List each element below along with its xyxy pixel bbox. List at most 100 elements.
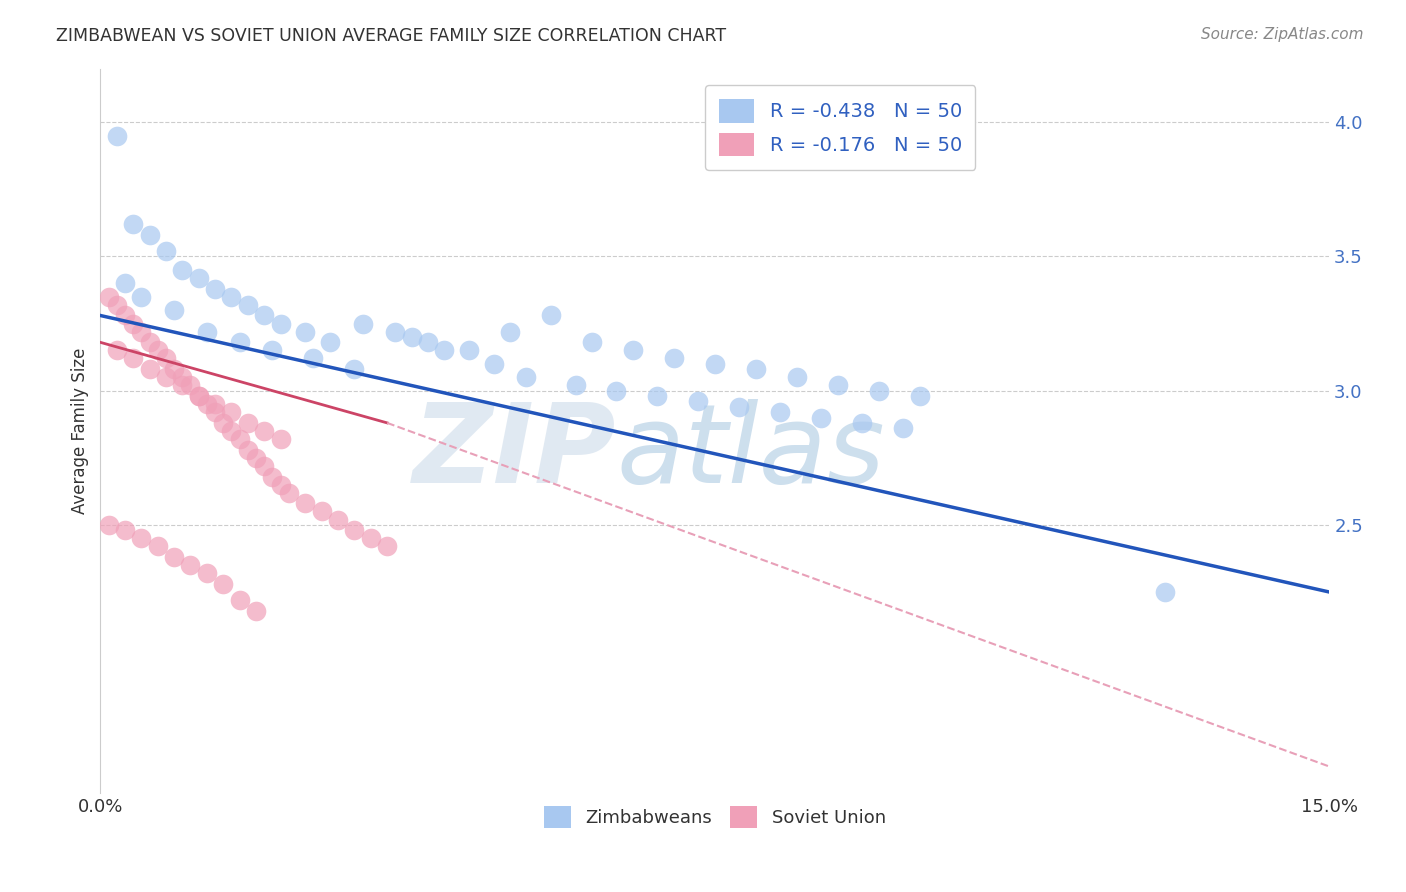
Point <box>728 400 751 414</box>
Point <box>228 432 250 446</box>
Point <box>155 244 177 258</box>
Point <box>212 577 235 591</box>
Point <box>769 405 792 419</box>
Point <box>179 378 201 392</box>
Point <box>105 128 128 143</box>
Point <box>221 424 243 438</box>
Point <box>745 362 768 376</box>
Point <box>131 290 153 304</box>
Point <box>122 317 145 331</box>
Point <box>114 277 136 291</box>
Point <box>851 416 873 430</box>
Point <box>294 325 316 339</box>
Point <box>270 432 292 446</box>
Point <box>163 303 186 318</box>
Point <box>204 397 226 411</box>
Point <box>228 335 250 350</box>
Point <box>868 384 890 398</box>
Point <box>262 469 284 483</box>
Point <box>827 378 849 392</box>
Point <box>352 317 374 331</box>
Point <box>236 416 259 430</box>
Point <box>1154 585 1177 599</box>
Point <box>236 442 259 457</box>
Point <box>262 343 284 358</box>
Point <box>187 389 209 403</box>
Point <box>228 593 250 607</box>
Point <box>187 271 209 285</box>
Point <box>277 485 299 500</box>
Point <box>245 604 267 618</box>
Point <box>384 325 406 339</box>
Point <box>195 397 218 411</box>
Point <box>515 370 537 384</box>
Point <box>302 351 325 366</box>
Point <box>326 512 349 526</box>
Point <box>343 523 366 537</box>
Point <box>433 343 456 358</box>
Point <box>343 362 366 376</box>
Point <box>195 566 218 581</box>
Point <box>122 351 145 366</box>
Point <box>270 317 292 331</box>
Point <box>138 335 160 350</box>
Point <box>204 405 226 419</box>
Point <box>105 343 128 358</box>
Point <box>172 370 194 384</box>
Text: atlas: atlas <box>616 400 886 506</box>
Point <box>195 325 218 339</box>
Point <box>416 335 439 350</box>
Point <box>236 298 259 312</box>
Text: ZIP: ZIP <box>413 400 616 506</box>
Point <box>621 343 644 358</box>
Point <box>114 523 136 537</box>
Text: ZIMBABWEAN VS SOVIET UNION AVERAGE FAMILY SIZE CORRELATION CHART: ZIMBABWEAN VS SOVIET UNION AVERAGE FAMIL… <box>56 27 727 45</box>
Point <box>540 309 562 323</box>
Point <box>482 357 505 371</box>
Point <box>662 351 685 366</box>
Point <box>97 517 120 532</box>
Point <box>319 335 342 350</box>
Point <box>97 290 120 304</box>
Point <box>647 389 669 403</box>
Point <box>311 504 333 518</box>
Point <box>146 540 169 554</box>
Point <box>187 389 209 403</box>
Point <box>564 378 586 392</box>
Point <box>122 217 145 231</box>
Point <box>138 227 160 242</box>
Point <box>131 325 153 339</box>
Point <box>703 357 725 371</box>
Point <box>253 424 276 438</box>
Point <box>581 335 603 350</box>
Point <box>458 343 481 358</box>
Point <box>105 298 128 312</box>
Point <box>401 330 423 344</box>
Point <box>245 450 267 465</box>
Point <box>294 496 316 510</box>
Point <box>221 290 243 304</box>
Point <box>155 370 177 384</box>
Point <box>891 421 914 435</box>
Point <box>212 416 235 430</box>
Point <box>786 370 808 384</box>
Point <box>163 550 186 565</box>
Point <box>605 384 627 398</box>
Point <box>146 343 169 358</box>
Point <box>172 263 194 277</box>
Point <box>172 378 194 392</box>
Point <box>908 389 931 403</box>
Point <box>499 325 522 339</box>
Point <box>179 558 201 573</box>
Point <box>163 362 186 376</box>
Y-axis label: Average Family Size: Average Family Size <box>72 348 89 514</box>
Point <box>155 351 177 366</box>
Point <box>221 405 243 419</box>
Point <box>360 531 382 545</box>
Point <box>253 309 276 323</box>
Point <box>688 394 710 409</box>
Legend: Zimbabweans, Soviet Union: Zimbabweans, Soviet Union <box>537 798 893 835</box>
Point <box>270 477 292 491</box>
Point <box>138 362 160 376</box>
Point <box>131 531 153 545</box>
